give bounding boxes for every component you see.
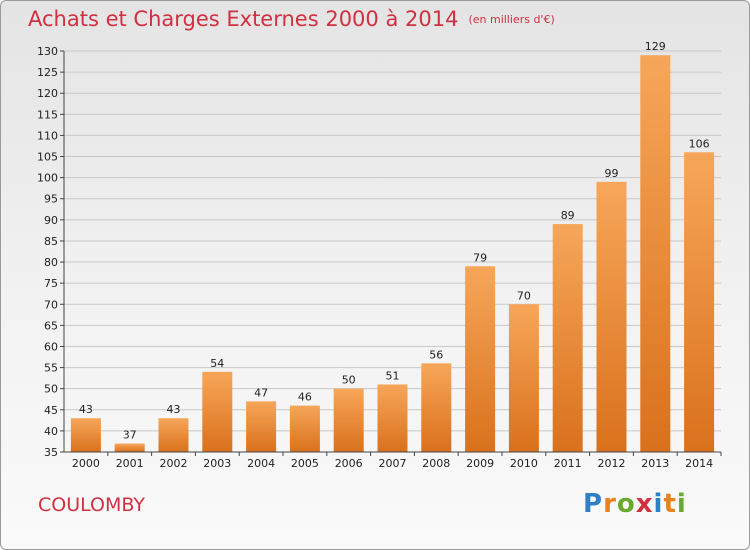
y-tick-label: 70 bbox=[44, 298, 58, 311]
x-tick-label-2009: 2009 bbox=[466, 457, 494, 470]
y-tick-label: 65 bbox=[44, 319, 58, 332]
commune-name: COULOMBY bbox=[38, 494, 145, 516]
bar-2007 bbox=[377, 384, 408, 452]
y-tick-label: 50 bbox=[44, 383, 58, 396]
y-tick-label: 60 bbox=[44, 340, 58, 353]
data-label-2001: 37 bbox=[123, 429, 137, 442]
bars: 43 37 43 54 47 46 50 51 56 79 70 89 99 129 106 bbox=[70, 40, 715, 452]
bar-2001 bbox=[114, 443, 145, 452]
y-tick-label: 95 bbox=[44, 193, 58, 206]
x-tick-label-2012: 2012 bbox=[598, 457, 626, 470]
data-label-2004: 47 bbox=[254, 386, 268, 399]
logo-letter: t bbox=[663, 489, 677, 519]
bar-2006 bbox=[333, 388, 364, 452]
x-tick-label-2000: 2000 bbox=[72, 457, 100, 470]
bar-2000 bbox=[70, 418, 101, 452]
logo-letter: i bbox=[653, 489, 664, 519]
y-tick-label: 105 bbox=[37, 151, 58, 164]
y-tick-label: 90 bbox=[44, 214, 58, 227]
logo-letter: o bbox=[616, 489, 636, 519]
data-label-2007: 51 bbox=[386, 369, 400, 382]
x-tick-label-2004: 2004 bbox=[247, 457, 275, 470]
bar-2005 bbox=[289, 405, 320, 452]
chart-title: Achats et Charges Externes 2000 à 2014 (e… bbox=[28, 7, 555, 31]
data-label-2012: 99 bbox=[605, 167, 619, 180]
bar-2011 bbox=[552, 224, 583, 452]
data-label-2008: 56 bbox=[429, 348, 443, 361]
bar-2010 bbox=[508, 304, 539, 452]
x-tick-label-2006: 2006 bbox=[335, 457, 363, 470]
x-tick-label-2007: 2007 bbox=[379, 457, 407, 470]
bar-2014 bbox=[684, 152, 715, 452]
unit-note: (en milliers d'€) bbox=[468, 13, 555, 26]
y-tick-label: 110 bbox=[37, 129, 58, 142]
y-tick-label: 130 bbox=[37, 45, 58, 58]
y-tick-label: 35 bbox=[44, 446, 58, 459]
y-tick-label: 40 bbox=[44, 425, 58, 438]
chart-title-text: Achats et Charges Externes 2000 à 2014 bbox=[28, 7, 459, 31]
y-tick-label: 125 bbox=[37, 66, 58, 79]
y-tick-label: 75 bbox=[44, 277, 58, 290]
data-label-2006: 50 bbox=[342, 374, 356, 387]
x-tick-label-2001: 2001 bbox=[116, 457, 144, 470]
y-tick-label: 100 bbox=[37, 172, 58, 185]
logo-letter: x bbox=[635, 489, 654, 519]
data-label-2005: 46 bbox=[298, 391, 312, 404]
y-tick-label: 55 bbox=[44, 362, 58, 375]
x-tick-label-2014: 2014 bbox=[685, 457, 713, 470]
y-tick-label: 85 bbox=[44, 235, 58, 248]
axes: 35 40 45 50 55 60 65 70 75 80 85 90 95 100 105 110 115 12… bbox=[37, 45, 722, 470]
bar-2002 bbox=[158, 418, 189, 452]
proxiti-logo: Proxiti bbox=[583, 489, 687, 519]
data-label-2002: 43 bbox=[167, 403, 181, 416]
bar-2003 bbox=[202, 371, 233, 452]
x-tick-label-2013: 2013 bbox=[641, 457, 669, 470]
x-tick-label-2008: 2008 bbox=[422, 457, 450, 470]
data-label-2003: 54 bbox=[210, 357, 224, 370]
bar-2004 bbox=[246, 401, 277, 452]
x-tick-label-2010: 2010 bbox=[510, 457, 538, 470]
logo-letter: i bbox=[676, 489, 687, 519]
logo-letter: P bbox=[583, 489, 604, 519]
data-label-2010: 70 bbox=[517, 289, 531, 302]
logo-letter: r bbox=[603, 489, 617, 519]
y-tick-label: 45 bbox=[44, 404, 58, 417]
x-tick-label-2011: 2011 bbox=[554, 457, 582, 470]
y-tick-label: 115 bbox=[37, 108, 58, 121]
y-tick-label: 80 bbox=[44, 256, 58, 269]
data-label-2013: 129 bbox=[645, 40, 666, 53]
data-label-2011: 89 bbox=[561, 209, 575, 222]
data-label-2014: 106 bbox=[689, 137, 710, 150]
bar-2012 bbox=[596, 181, 627, 452]
x-tick-label-2002: 2002 bbox=[160, 457, 188, 470]
data-label-2000: 43 bbox=[79, 403, 93, 416]
x-tick-label-2003: 2003 bbox=[203, 457, 231, 470]
bar-2009 bbox=[465, 266, 496, 452]
data-label-2009: 79 bbox=[473, 251, 487, 264]
y-tick-label: 120 bbox=[37, 87, 58, 100]
bar-2008 bbox=[421, 363, 452, 452]
x-tick-label-2005: 2005 bbox=[291, 457, 319, 470]
bar-2013 bbox=[640, 55, 671, 452]
